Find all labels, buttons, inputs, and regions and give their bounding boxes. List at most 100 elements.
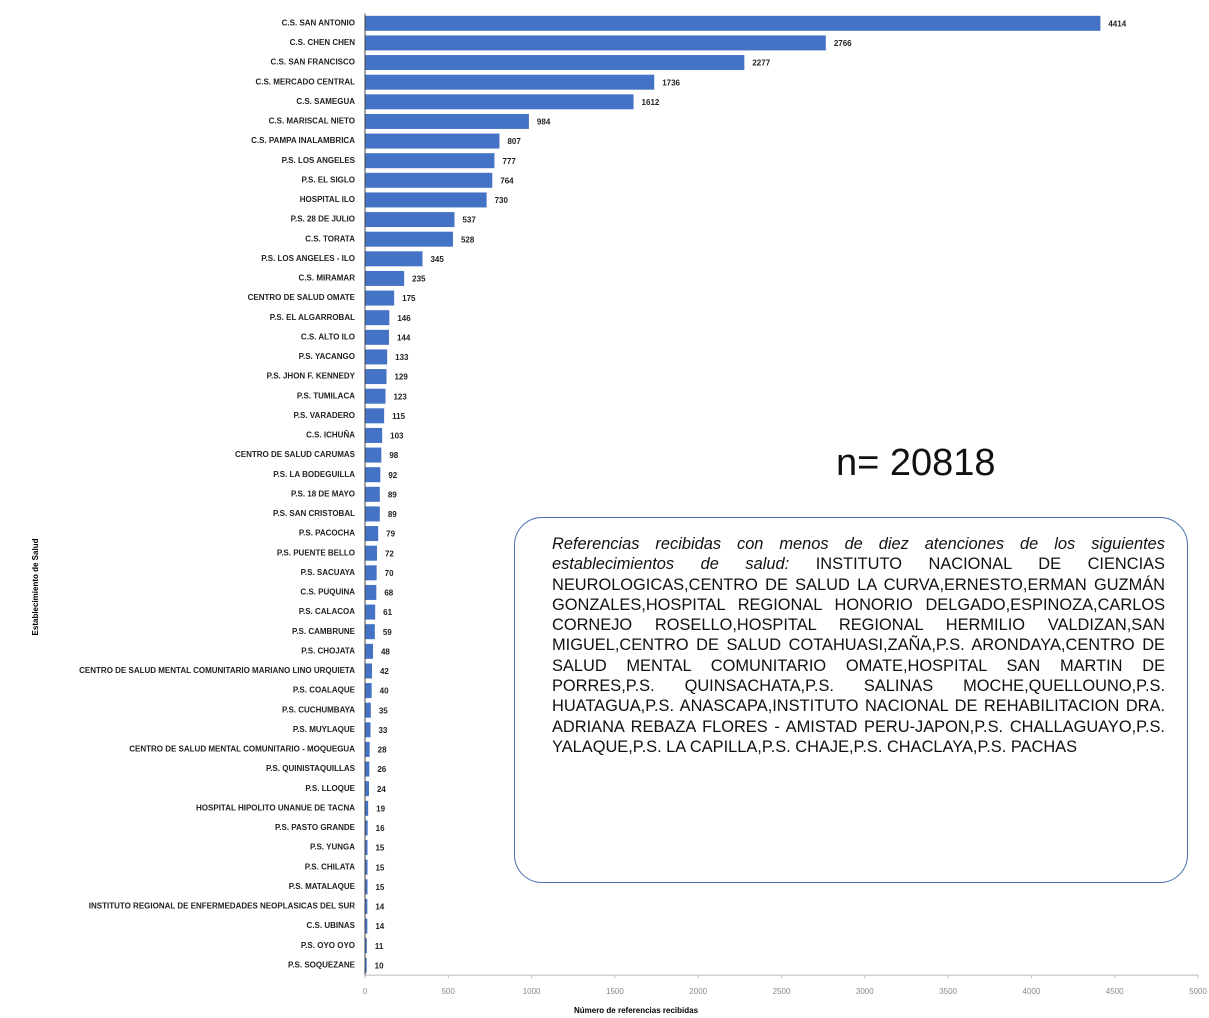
bar xyxy=(365,565,377,581)
bar xyxy=(365,526,379,542)
y-tick-label: P.S. TUMILACA xyxy=(297,391,355,400)
bar xyxy=(365,55,745,71)
value-label: 528 xyxy=(461,235,475,244)
value-label: 764 xyxy=(500,176,514,185)
y-tick-label: C.S. SAN ANTONIO xyxy=(282,18,355,27)
value-label: 1612 xyxy=(642,98,660,107)
bar xyxy=(365,663,372,679)
value-label: 92 xyxy=(388,471,397,480)
bar xyxy=(365,761,370,777)
y-tick-label: P.S. LOS ANGELES xyxy=(282,156,356,165)
y-tick-label: P.S. LOS ANGELES - ILO xyxy=(261,254,355,263)
value-label: 103 xyxy=(390,432,404,441)
y-tick-label: P.S. VARADERO xyxy=(294,411,356,420)
x-tick-label: 2000 xyxy=(689,987,707,996)
value-label: 28 xyxy=(378,746,387,755)
bar xyxy=(365,643,373,659)
value-label: 15 xyxy=(375,844,384,853)
y-tick-label: P.S. COALAQUE xyxy=(293,686,356,695)
value-label: 133 xyxy=(395,353,409,362)
bar xyxy=(365,604,376,620)
y-tick-label: P.S. MUYLAQUE xyxy=(293,725,356,734)
bar xyxy=(365,15,1101,31)
y-tick-label: P.S. YACANGO xyxy=(299,352,355,361)
bar xyxy=(365,94,634,110)
value-label: 730 xyxy=(495,196,509,205)
value-label: 19 xyxy=(376,804,385,813)
x-tick-label: 2500 xyxy=(773,987,791,996)
bar xyxy=(365,172,493,188)
bar xyxy=(365,153,495,169)
bar xyxy=(365,722,371,738)
value-label: 42 xyxy=(380,667,389,676)
value-label: 89 xyxy=(388,510,397,519)
y-tick-label: P.S. CHILATA xyxy=(305,862,355,871)
y-tick-label: C.S. CHEN CHEN xyxy=(290,38,356,47)
value-label: 33 xyxy=(378,726,387,735)
bar xyxy=(365,938,367,954)
bar xyxy=(365,408,385,424)
bar xyxy=(365,918,368,934)
y-tick-label: CENTRO DE SALUD OMATE xyxy=(248,293,356,302)
value-label: 70 xyxy=(385,569,394,578)
note-body: INSTITUTO NACIONAL DE CIENCIAS NEUROLOGI… xyxy=(552,555,1165,756)
bar xyxy=(365,329,389,345)
bar xyxy=(365,270,405,286)
x-tick-label: 4000 xyxy=(1023,987,1041,996)
bar xyxy=(365,957,367,973)
bar xyxy=(365,251,423,267)
value-label: 24 xyxy=(377,785,386,794)
bar xyxy=(365,467,381,483)
value-label: 35 xyxy=(379,706,388,715)
value-label: 89 xyxy=(388,490,397,499)
value-label: 777 xyxy=(502,157,516,166)
x-tick-label: 0 xyxy=(363,987,368,996)
y-tick-label: P.S. EL SIGLO xyxy=(302,175,356,184)
y-tick-label: P.S. PASTO GRANDE xyxy=(275,823,356,832)
x-tick-label: 3500 xyxy=(939,987,957,996)
x-tick-label: 3000 xyxy=(856,987,874,996)
y-tick-label: P.S. SAN CRISTOBAL xyxy=(273,509,355,518)
y-tick-label: P.S. OYO OYO xyxy=(301,941,355,950)
bar xyxy=(365,545,377,561)
y-tick-label: P.S. 28 DE JULIO xyxy=(291,215,355,224)
y-tick-label: C.S. PAMPA INALAMBRICA xyxy=(251,136,355,145)
note-intro: Referencias recibidas con menos de diez … xyxy=(552,535,1165,574)
value-label: 79 xyxy=(386,530,395,539)
value-label: 16 xyxy=(376,824,385,833)
value-label: 175 xyxy=(402,294,416,303)
value-label: 15 xyxy=(375,863,384,872)
x-tick-label: 4500 xyxy=(1106,987,1124,996)
bar xyxy=(365,427,383,443)
value-label: 537 xyxy=(462,216,476,225)
y-tick-label: C.S. MERCADO CENTRAL xyxy=(255,77,355,86)
bar xyxy=(365,624,375,640)
bar xyxy=(365,683,372,699)
bar xyxy=(365,820,368,836)
value-label: 144 xyxy=(397,333,411,342)
value-label: 345 xyxy=(430,255,444,264)
bar xyxy=(365,781,369,797)
value-label: 48 xyxy=(381,647,390,656)
value-label: 10 xyxy=(375,961,384,970)
y-tick-label: C.S. TORATA xyxy=(305,234,355,243)
total-annotation: n= 20818 xyxy=(836,442,996,484)
y-tick-label: P.S. SOQUEZANE xyxy=(288,960,356,969)
bar xyxy=(365,800,369,816)
y-tick-label: P.S. SACUAYA xyxy=(301,568,356,577)
y-tick-label: P.S. PACOCHA xyxy=(299,529,355,538)
y-tick-label: CENTRO DE SALUD CARUMAS xyxy=(235,450,356,459)
y-tick-label: C.S. PUQUINA xyxy=(300,588,355,597)
value-label: 98 xyxy=(389,451,398,460)
bar xyxy=(365,879,368,895)
value-label: 59 xyxy=(383,628,392,637)
value-label: 61 xyxy=(383,608,392,617)
x-tick-label: 1000 xyxy=(523,987,541,996)
y-tick-label: C.S. MIRAMAR xyxy=(299,274,356,283)
x-axis-label: Número de referencias recibidas xyxy=(574,1006,699,1015)
y-tick-label: C.S. MARISCAL NIETO xyxy=(269,117,355,126)
value-label: 123 xyxy=(393,392,407,401)
bar xyxy=(365,388,386,404)
bar xyxy=(365,35,826,51)
y-tick-label: P.S. CALACOA xyxy=(299,607,356,616)
